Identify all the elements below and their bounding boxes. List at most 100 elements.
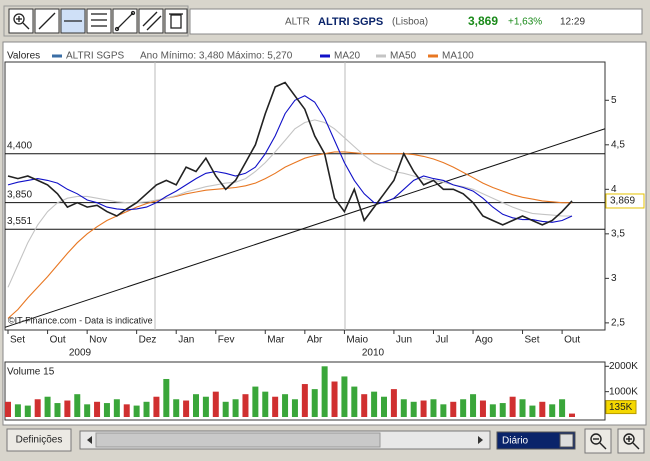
volume-bar [291, 399, 298, 417]
volume-bar [569, 413, 575, 417]
volume-bar [400, 399, 407, 417]
channel-tool[interactable] [138, 8, 164, 34]
volume-bar [430, 399, 437, 417]
y-tick-label: 2000K [609, 361, 638, 372]
quote-symbol: ALTR [285, 17, 310, 28]
volume-bar [262, 391, 269, 417]
x-tick-label: Mar [267, 335, 285, 346]
y-tick-label: 3 [611, 273, 617, 284]
volume-bar [113, 399, 120, 417]
volume-bar [173, 399, 180, 417]
y-tick-label: 1000K [609, 386, 638, 397]
x-tick-label: Jun [396, 335, 412, 346]
y-tick-label: 2,5 [611, 318, 625, 329]
toolbar [3, 5, 189, 37]
volume-bar [479, 400, 486, 417]
volume-bar [54, 403, 61, 417]
volume-bar [34, 399, 41, 417]
series-line [7, 119, 572, 288]
volume-bar [163, 378, 170, 417]
volume-bar [193, 394, 199, 417]
volume-bar [311, 389, 318, 417]
level-label: 4,400 [7, 140, 32, 151]
trend-line [4, 128, 606, 328]
volume-bar [282, 394, 289, 417]
volume-bar [74, 394, 81, 417]
quote-price: 3,869 [468, 14, 498, 28]
x-tick-label: Set [525, 335, 540, 346]
zoom-out-button[interactable] [584, 428, 612, 454]
volume-bar [420, 400, 427, 417]
settings-button-label: Definições [16, 435, 63, 446]
volume-bar [301, 384, 308, 417]
scroll-thumb[interactable] [95, 432, 381, 448]
y-tick-label: 3,5 [611, 228, 625, 239]
volume-bar [202, 396, 209, 417]
volume-bar [460, 399, 467, 417]
volume-bar [450, 401, 457, 417]
volume-bar [559, 399, 566, 417]
volume-bar [44, 396, 51, 417]
legend-stats: Ano Mínimo: 3,480 Máximo: 5,270 [140, 51, 293, 62]
delete-tool[interactable] [164, 8, 188, 34]
volume-bar [212, 391, 219, 417]
volume-bar [5, 401, 11, 417]
volume-bar [499, 403, 506, 417]
volume-bar [410, 401, 417, 417]
zoom-in-button[interactable] [617, 428, 645, 454]
x-tick-label: Abr [307, 335, 323, 346]
x-tick-label: Set [10, 335, 25, 346]
series-line [7, 95, 573, 223]
volume-bar [351, 386, 358, 417]
select-arrow[interactable] [559, 433, 574, 448]
legend-title: Valores [7, 51, 40, 62]
x-tick-label: Fev [218, 335, 235, 346]
volume-bar [509, 396, 516, 417]
watermark: ©IT-Finance.com - Data is indicative [8, 315, 153, 325]
legend-label: MA100 [442, 51, 474, 62]
y-tick-label: 4,5 [611, 139, 625, 150]
volume-bar [133, 405, 140, 417]
volume-bar [519, 399, 526, 417]
x-tick-label: Jul [435, 335, 448, 346]
volume-bar [440, 404, 447, 417]
volume-bar [183, 400, 190, 417]
volume-bar [232, 399, 239, 417]
volume-bar [549, 404, 556, 417]
volume-bar [24, 405, 31, 417]
volume-bar [222, 401, 229, 417]
volume-bar [341, 376, 348, 417]
volume-bar [84, 404, 91, 417]
volume-bar [331, 381, 338, 417]
volume-bar [390, 389, 397, 417]
volume-bar [94, 401, 101, 417]
volume-bar [470, 394, 477, 417]
volume-bar [242, 394, 249, 417]
settings-button[interactable] [6, 428, 72, 452]
interval-select[interactable] [496, 431, 576, 450]
last-volume-label: 135K [609, 402, 633, 413]
year-label: 2009 [69, 348, 92, 359]
last-volume-box [605, 400, 637, 415]
interval-value: Diário [502, 436, 529, 447]
series-line [7, 151, 572, 319]
x-tick-label: Out [50, 335, 66, 346]
fib-tool[interactable] [86, 8, 112, 34]
year-label: 2010 [362, 348, 385, 359]
volume-bar [272, 396, 279, 417]
series-line [7, 81, 573, 226]
volume-bar [252, 386, 259, 417]
zoom-in-tool[interactable] [8, 8, 34, 34]
volume-bar [64, 400, 71, 417]
level-label: 3,850 [7, 189, 32, 200]
volume-bar [361, 394, 368, 417]
quote-time: 12:29 [560, 17, 585, 28]
volume-bar [489, 404, 496, 417]
quote-box [189, 8, 643, 35]
volume-bar [371, 391, 378, 417]
x-tick-label: Dez [139, 335, 157, 346]
quote-change: +1,63% [508, 17, 542, 28]
level-label: 3,551 [7, 216, 32, 227]
quote-name: ALTRI SGPS [318, 16, 383, 28]
